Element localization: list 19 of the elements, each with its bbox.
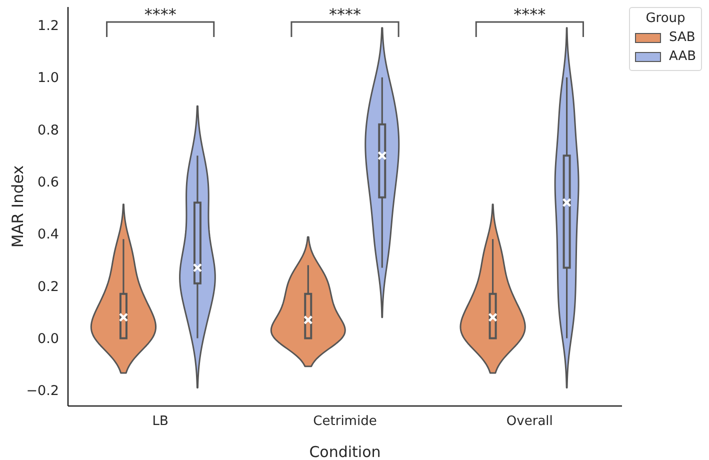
y-tick-label: 1.0 [38, 70, 59, 86]
x-tick-label: LB [152, 414, 168, 430]
x-axis-title: Condition [309, 443, 381, 460]
legend-label: SAB [669, 29, 696, 47]
x-tick-label: Overall [506, 414, 553, 430]
annotation: **** [514, 5, 546, 24]
y-tick-label: −0.2 [26, 383, 59, 400]
y-tick-label: 0.6 [38, 174, 59, 191]
y-tick-label: 0.4 [38, 226, 59, 243]
y-tick-label: 0.8 [38, 122, 59, 138]
y-axis-title: MAR Index [9, 165, 27, 248]
legend-title: Group [644, 10, 686, 28]
y-tick-label: 0.0 [38, 330, 59, 347]
x-tick-label: Cetrimide [313, 414, 377, 430]
annotation: **** [329, 5, 361, 24]
y-tick-label: 0.2 [38, 278, 59, 295]
annotation: **** [144, 5, 176, 24]
y-tick-label: 1.2 [38, 18, 59, 34]
legend-label: AAB [669, 48, 696, 66]
